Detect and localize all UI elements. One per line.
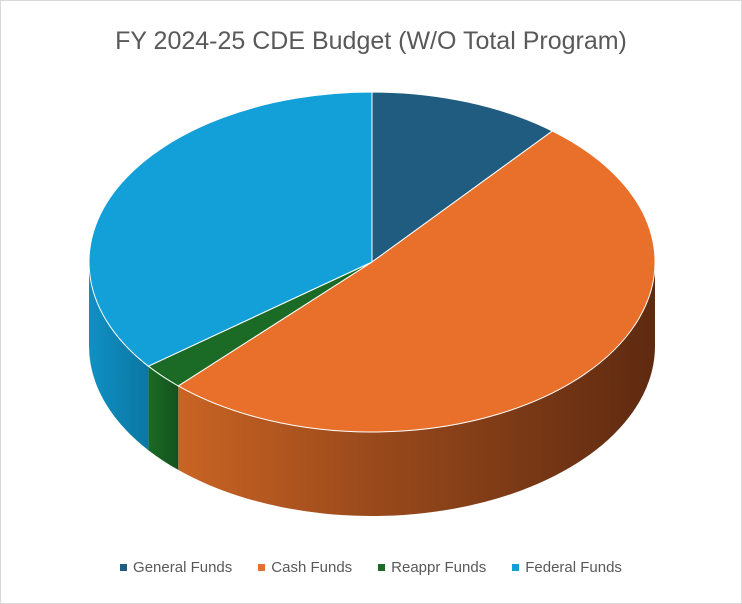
pie-top-faces bbox=[88, 91, 656, 433]
pie-side-cash-funds bbox=[178, 262, 655, 516]
legend-item-federal-funds: Federal Funds bbox=[512, 559, 622, 576]
pie-side-federal-funds bbox=[89, 262, 149, 451]
legend-swatch bbox=[258, 564, 266, 571]
legend-label: Federal Funds bbox=[525, 559, 622, 576]
legend-label: Cash Funds bbox=[271, 559, 353, 576]
pie-side-reappr-funds bbox=[148, 366, 179, 470]
legend-swatch bbox=[512, 564, 520, 571]
pie-slice-cash-funds bbox=[177, 130, 656, 433]
legend-item-general-funds: General Funds bbox=[120, 559, 232, 576]
legend-label: Reappr Funds bbox=[391, 559, 487, 576]
pie-slice-federal-funds bbox=[88, 91, 373, 367]
chart-title: FY 2024-25 CDE Budget (W/O Total Program… bbox=[115, 27, 627, 55]
legend-swatch bbox=[120, 564, 128, 571]
pie-slice-general-funds bbox=[371, 91, 554, 263]
legend-item-reappr-funds: Reappr Funds bbox=[378, 559, 486, 576]
legend-item-cash-funds: Cash Funds bbox=[258, 559, 352, 576]
legend-swatch bbox=[378, 564, 386, 571]
pie-side-walls bbox=[89, 262, 655, 516]
legend: General Funds Cash Funds Reappr Funds Feder… bbox=[1, 559, 741, 576]
legend-label: General Funds bbox=[133, 559, 233, 576]
